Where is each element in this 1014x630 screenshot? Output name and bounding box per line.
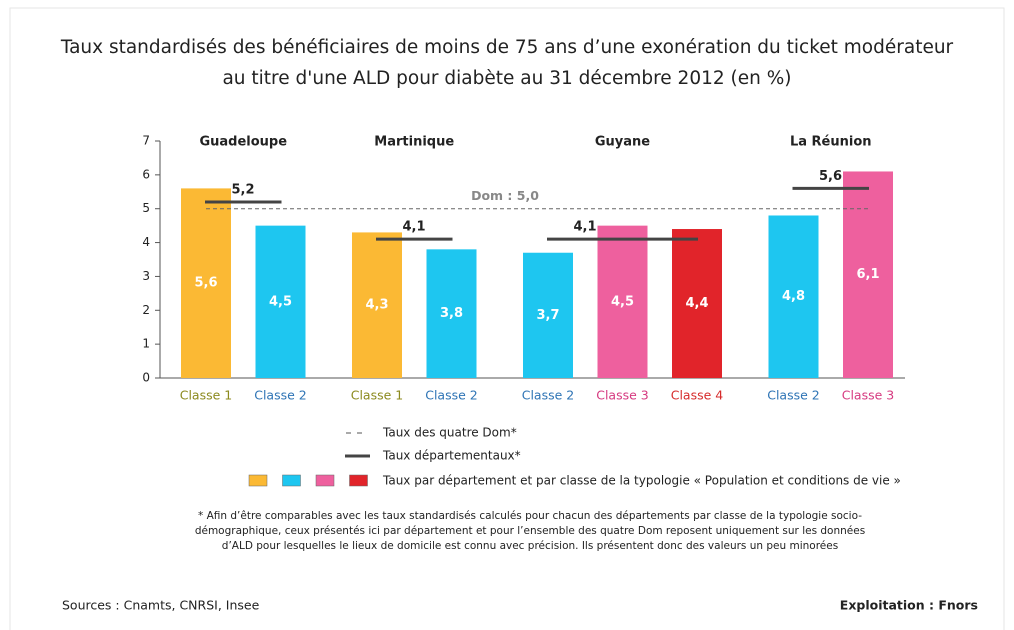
legend-swatch bbox=[248, 474, 268, 487]
bar bbox=[426, 249, 477, 378]
y-tick-label: 4 bbox=[142, 235, 150, 249]
chart-title: Taux standardisés des bénéficiaires de m… bbox=[60, 37, 954, 58]
x-tick-label: Classe 2 bbox=[254, 388, 307, 403]
y-tick-label: 3 bbox=[142, 269, 150, 283]
value-label: 4,4 bbox=[685, 296, 708, 311]
legend-label: Taux par département et par classe de la… bbox=[382, 474, 901, 488]
footnote: d’ALD pour lesquelles le lieux de domici… bbox=[222, 540, 838, 552]
y-tick-label: 6 bbox=[142, 167, 150, 181]
footnote: démographique, ceux présentés ici par dé… bbox=[195, 525, 865, 537]
value-label: 6,1 bbox=[856, 267, 879, 282]
x-tick-label: Classe 1 bbox=[351, 388, 404, 403]
y-tick-label: 7 bbox=[142, 134, 150, 148]
y-tick-label: 1 bbox=[142, 337, 150, 351]
card bbox=[9, 7, 1005, 630]
credit: Exploitation : Fnors bbox=[840, 598, 978, 613]
value-label: 3,8 bbox=[440, 306, 463, 321]
bar bbox=[768, 215, 819, 378]
x-tick-label: Classe 2 bbox=[522, 388, 575, 403]
x-tick-label: Classe 3 bbox=[842, 388, 895, 403]
value-label: 3,7 bbox=[536, 308, 559, 323]
value-label: 4,5 bbox=[269, 294, 292, 309]
department-rate-label: 4,1 bbox=[402, 220, 425, 235]
group-label: La Réunion bbox=[790, 135, 872, 150]
value-label: 4,8 bbox=[782, 289, 805, 304]
source: Sources : Cnamts, CNRSI, Insee bbox=[62, 598, 260, 613]
bar bbox=[255, 225, 306, 378]
legend-swatch bbox=[282, 474, 301, 487]
legend-swatch bbox=[349, 474, 368, 487]
y-tick-label: 0 bbox=[142, 371, 150, 385]
legend-label: Taux départementaux* bbox=[382, 449, 521, 463]
x-tick-label: Classe 1 bbox=[180, 388, 233, 403]
department-rate-label: 5,6 bbox=[819, 169, 842, 184]
bar bbox=[352, 232, 402, 378]
y-tick-label: 5 bbox=[142, 201, 150, 215]
footnote: * Afin d’être comparables avec les taux … bbox=[198, 510, 862, 522]
x-tick-label: Classe 2 bbox=[767, 388, 820, 403]
value-label: 4,3 bbox=[365, 298, 388, 313]
group-label: Guadeloupe bbox=[199, 135, 287, 150]
x-tick-label: Classe 2 bbox=[425, 388, 478, 403]
department-rate-label: 5,2 bbox=[231, 182, 254, 197]
value-label: 4,5 bbox=[611, 294, 634, 309]
legend-label: Taux des quatre Dom* bbox=[382, 426, 517, 440]
chart-title: au titre d'une ALD pour diabète au 31 dé… bbox=[222, 68, 791, 89]
group-label: Guyane bbox=[595, 135, 650, 150]
x-tick-label: Classe 4 bbox=[671, 388, 724, 403]
group-label: Martinique bbox=[374, 135, 454, 150]
x-tick-label: Classe 3 bbox=[596, 388, 649, 403]
bar bbox=[523, 252, 573, 378]
legend-swatch bbox=[315, 474, 335, 487]
bar bbox=[597, 225, 648, 378]
y-tick-label: 2 bbox=[142, 303, 150, 317]
bar bbox=[672, 229, 722, 378]
bar bbox=[181, 188, 231, 378]
department-rate-label: 4,1 bbox=[573, 220, 596, 235]
reference-label: Dom : 5,0 bbox=[471, 188, 539, 203]
bar bbox=[843, 171, 893, 378]
value-label: 5,6 bbox=[194, 276, 217, 291]
